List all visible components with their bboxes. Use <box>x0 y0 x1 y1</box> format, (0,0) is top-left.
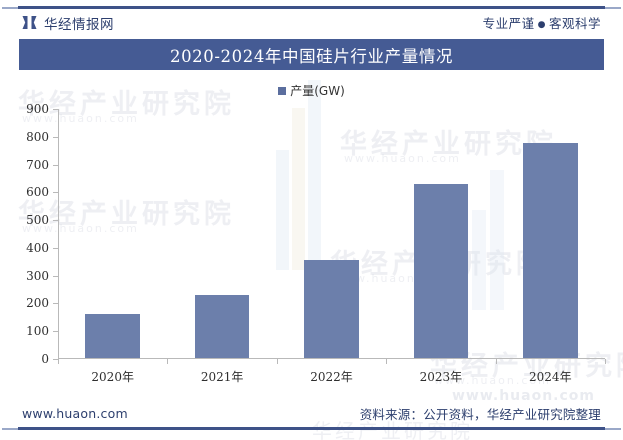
y-axis-label: 0 <box>41 352 49 366</box>
chart-legend: 产量(GW) <box>0 82 623 99</box>
y-axis-tick <box>53 331 58 333</box>
y-axis-label: 900 <box>26 102 49 116</box>
x-axis-label: 2021年 <box>200 370 244 384</box>
y-axis-tick <box>53 275 58 277</box>
y-axis-tick <box>53 359 58 360</box>
page-header: 华经情报网 专业严谨 ● 客观科学 <box>0 9 623 36</box>
y-axis-label: 200 <box>26 296 49 311</box>
x-axis-line <box>58 358 605 359</box>
bar-2020年[interactable] <box>85 314 141 358</box>
y-axis-label: 400 <box>26 240 49 255</box>
y-axis-tick <box>53 247 58 249</box>
legend-label: 产量(GW) <box>290 84 345 98</box>
x-axis-tick <box>605 359 606 364</box>
bar-2023年[interactable] <box>413 184 469 358</box>
bottom-divider <box>2 427 621 430</box>
y-axis-label: 300 <box>26 268 49 283</box>
y-axis-line <box>58 109 59 359</box>
chart-title-bar: 2020-2024年中国硅片行业产量情况 <box>19 39 604 70</box>
tagline-separator-icon: ● <box>537 19 546 30</box>
tagline-left: 专业严谨 <box>482 16 535 31</box>
x-axis-tick <box>386 359 388 364</box>
y-axis-label: 700 <box>26 157 49 172</box>
page-title: 2020-2024年中国硅片行业产量情况 <box>169 46 454 66</box>
x-axis-tick <box>276 359 278 364</box>
y-axis-tick <box>53 136 58 138</box>
brand-name: 华经情报网 <box>44 16 114 33</box>
bar-2024年[interactable] <box>522 142 578 358</box>
brand: 华经情报网 <box>22 13 114 33</box>
x-axis-label: 2020年 <box>91 370 134 384</box>
header-tagline: 专业严谨 ● 客观科学 <box>483 13 601 32</box>
y-axis-tick <box>53 109 58 110</box>
x-axis-label: 2024年 <box>529 370 572 384</box>
y-axis-tick <box>53 192 58 194</box>
y-axis-label: 500 <box>26 213 49 228</box>
plot-area: 0 100 200 300 400 500 600 700 800 900 2020年 2021年 20… <box>26 102 606 384</box>
y-axis-label: 600 <box>26 185 49 200</box>
footer-website-link[interactable]: www.huaon.com <box>22 405 128 421</box>
y-axis-tick <box>53 220 58 222</box>
footer-source-note: 资料来源：公开资料，华经产业研究院整理 <box>359 406 601 422</box>
top-divider <box>2 6 621 9</box>
page-footer: www.huaon.com 资料来源：公开资料，华经产业研究院整理 <box>0 402 623 424</box>
tagline-right: 客观科学 <box>548 16 601 31</box>
y-axis-label: 800 <box>26 129 49 144</box>
x-axis-label: 2022年 <box>310 370 353 384</box>
y-axis-tick <box>53 303 58 305</box>
y-axis-label: 100 <box>26 324 49 339</box>
x-axis-tick <box>495 359 497 364</box>
legend-swatch-产量 <box>278 86 287 95</box>
x-axis-tick <box>58 359 59 364</box>
x-axis-label: 2023年 <box>419 370 463 384</box>
bowtie-logo-icon <box>22 15 37 30</box>
chart-canvas: 华经产业研究院 www.huaon.com 华经产业研究院 www.huaon.… <box>0 70 623 395</box>
bar-2022年[interactable] <box>304 259 359 358</box>
bar-2021年[interactable] <box>194 294 250 358</box>
x-axis-tick <box>167 359 169 364</box>
y-axis-tick <box>53 164 58 166</box>
